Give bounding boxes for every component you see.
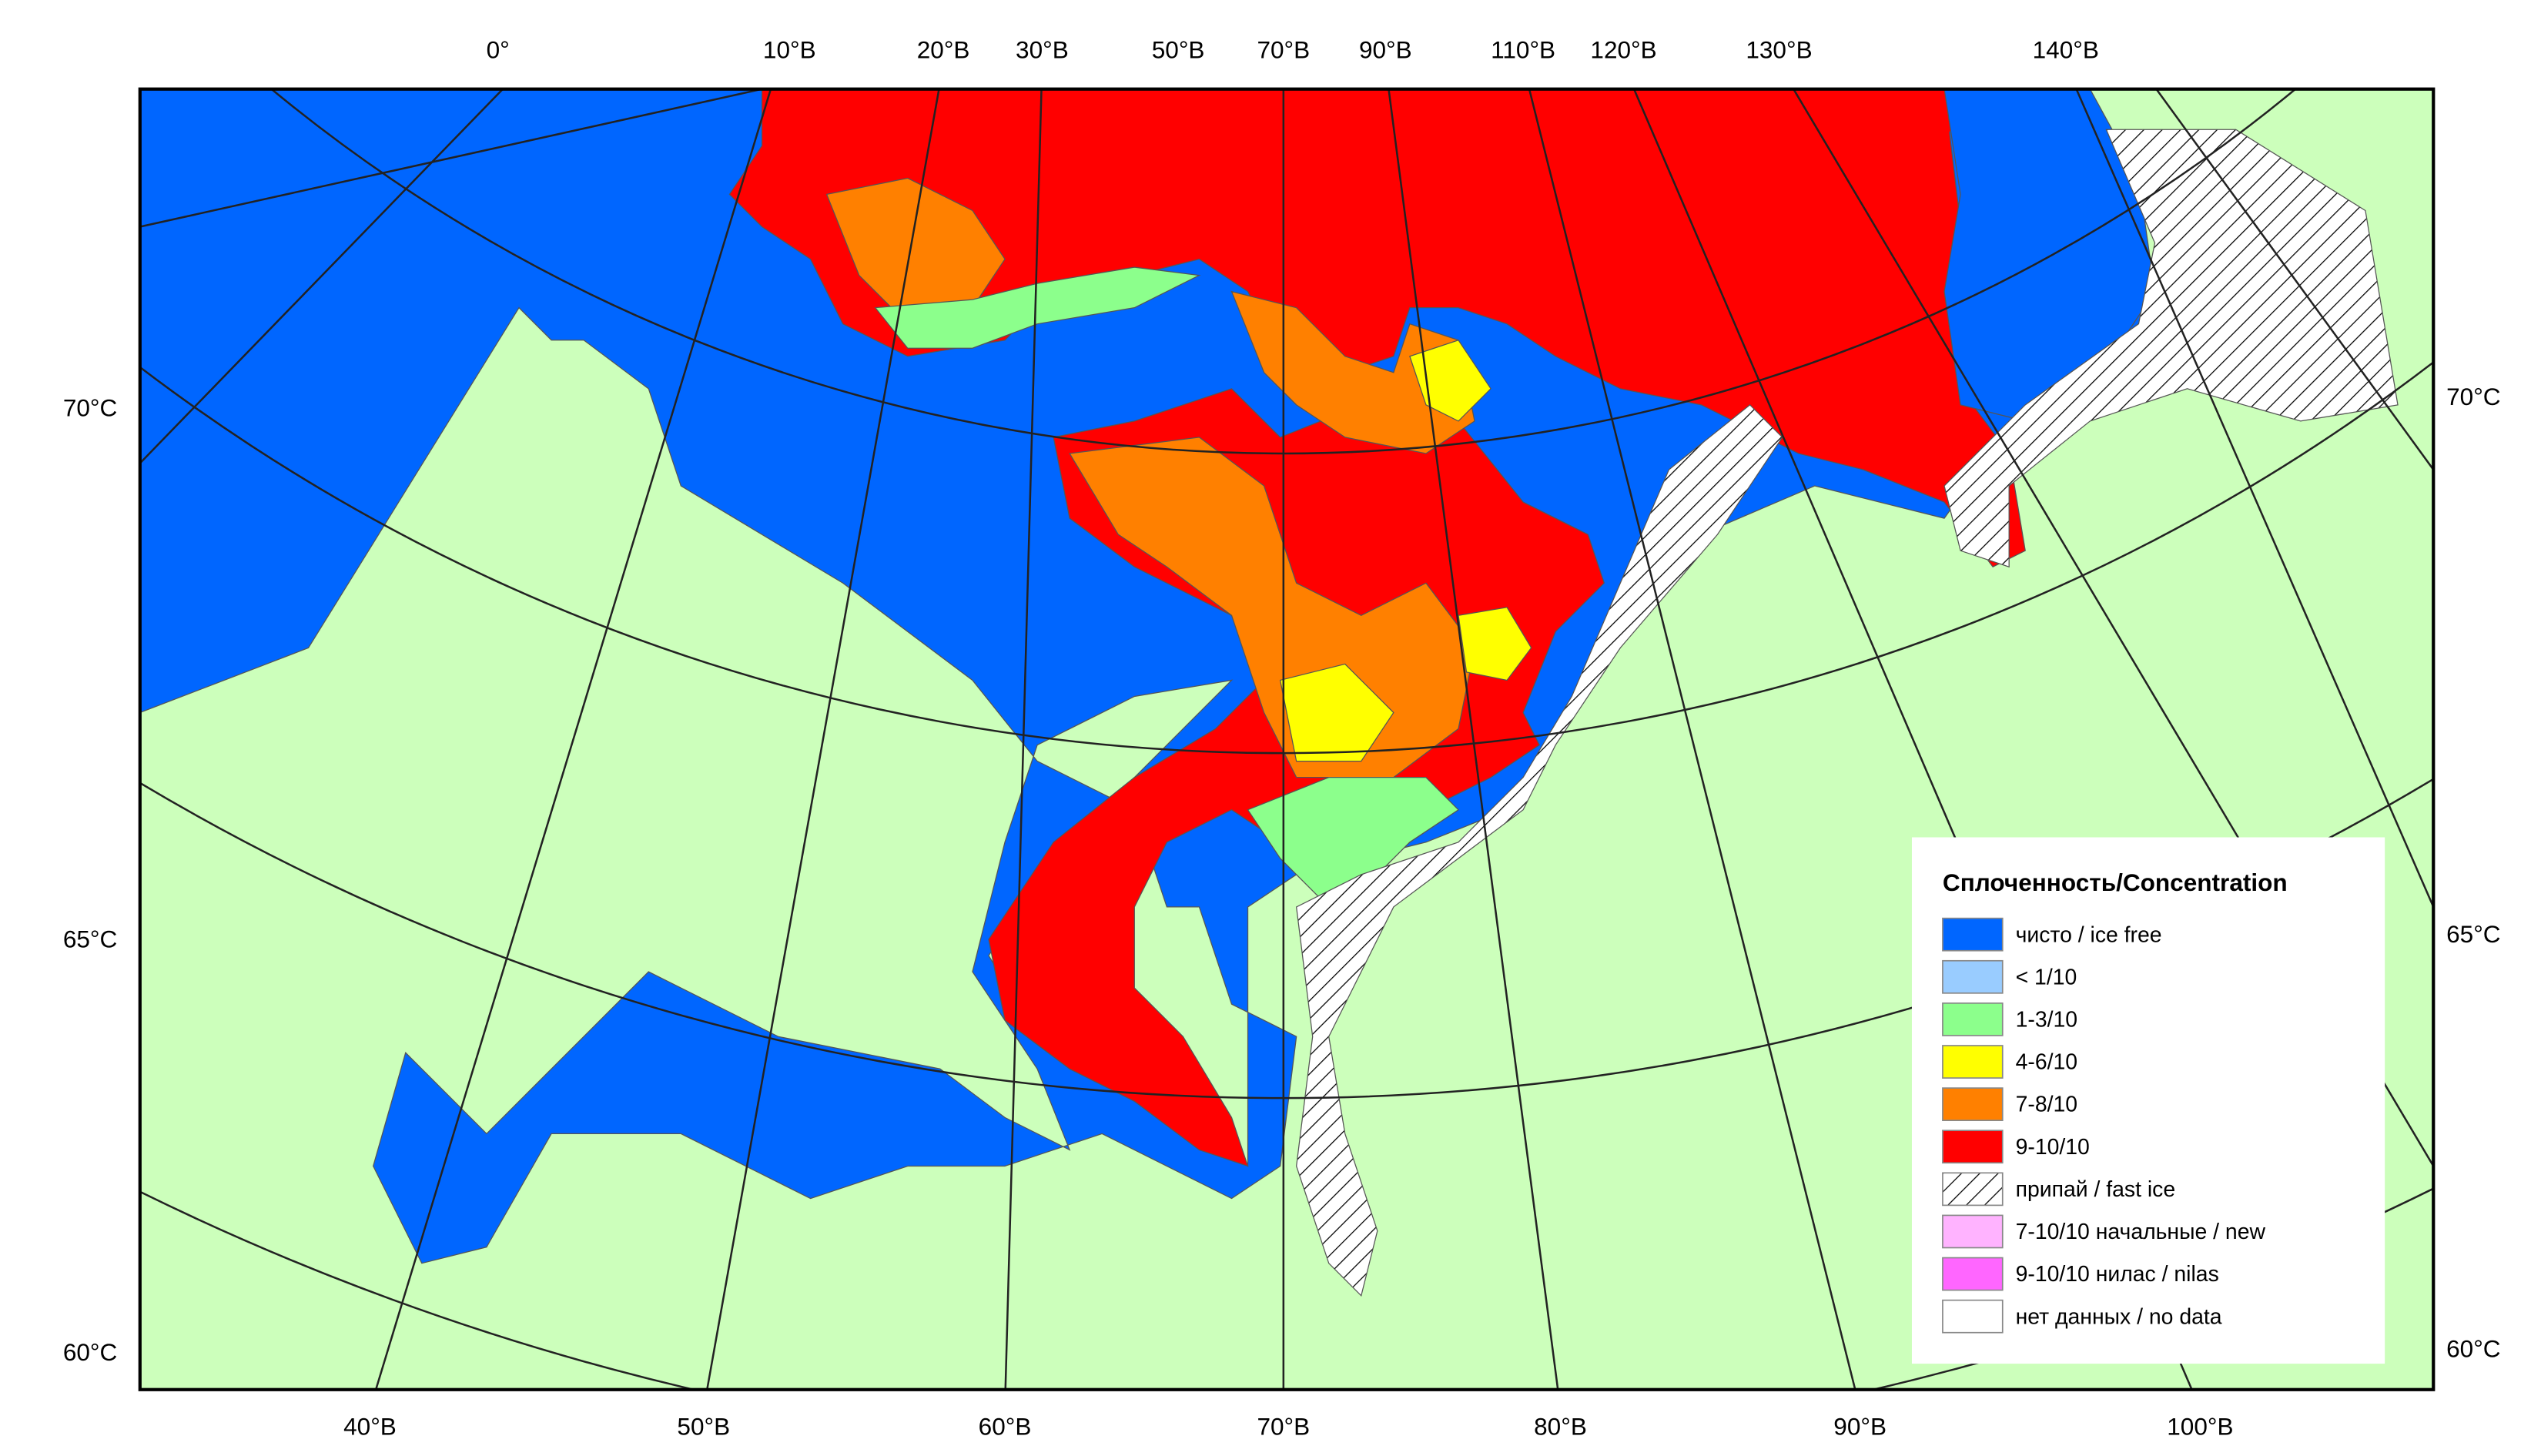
legend-label: < 1/10 bbox=[2016, 965, 2077, 989]
legend-swatch bbox=[1942, 1172, 2004, 1207]
ice-7-8 bbox=[825, 177, 1006, 325]
top-longitude-label: 50°В bbox=[1152, 36, 1205, 64]
legend-swatch bbox=[1942, 1130, 2004, 1164]
top-longitude-label: 70°В bbox=[1257, 36, 1310, 64]
legend-label: 9-10/10 bbox=[2016, 1135, 2090, 1160]
legend-label: 7-10/10 начальные / new bbox=[2016, 1220, 2266, 1244]
legend-label: 4-6/10 bbox=[2016, 1050, 2077, 1075]
left-latitude-label: 70°С bbox=[63, 394, 118, 422]
top-longitude-label: 0° bbox=[487, 36, 510, 64]
right-latitude-label: 70°С bbox=[2446, 383, 2500, 410]
left-latitude-label: 65°С bbox=[63, 925, 118, 952]
bottom-longitude-label: 70°В bbox=[1257, 1413, 1310, 1441]
ice-4-6 bbox=[1458, 607, 1532, 681]
right-latitude-label: 60°С bbox=[2446, 1335, 2500, 1363]
bottom-longitude-label: 60°В bbox=[979, 1413, 1032, 1441]
top-longitude-label: 120°В bbox=[1590, 36, 1656, 64]
fast-ice bbox=[1943, 129, 2399, 568]
top-longitude-label: 130°В bbox=[1746, 36, 1812, 64]
legend-swatch bbox=[1942, 917, 2004, 952]
legend: Сплоченность/Concentration чисто / ice f… bbox=[1911, 837, 2385, 1364]
legend-swatch bbox=[1942, 1214, 2004, 1249]
parallel bbox=[139, 777, 2434, 1099]
bottom-longitude-label: 40°В bbox=[343, 1413, 397, 1441]
ice-1-3 bbox=[1247, 777, 1459, 908]
parallel bbox=[139, 360, 2434, 754]
ice-9-10 bbox=[728, 89, 2026, 568]
fast-ice bbox=[1295, 404, 1783, 1297]
legend-swatch bbox=[1942, 1045, 2004, 1079]
legend-swatch bbox=[1942, 1257, 2004, 1291]
legend-label: 1-3/10 bbox=[2016, 1008, 2077, 1033]
bottom-longitude-label: 80°В bbox=[1534, 1413, 1587, 1441]
parallel bbox=[270, 89, 2297, 454]
top-longitude-label: 110°В bbox=[1491, 36, 1555, 64]
bottom-longitude-label: 90°В bbox=[1833, 1413, 1886, 1441]
ice-9-10 bbox=[1425, 89, 1961, 195]
legend-swatch bbox=[1942, 1002, 2004, 1036]
top-longitude-label: 30°В bbox=[1016, 36, 1069, 64]
legend-label: 7-8/10 bbox=[2016, 1093, 2077, 1117]
legend-swatch bbox=[1942, 1087, 2004, 1122]
top-longitude-label: 90°В bbox=[1359, 36, 1412, 64]
legend-swatch bbox=[1942, 1299, 2004, 1334]
bottom-longitude-label: 100°В bbox=[2167, 1413, 2233, 1441]
legend-label: припай / fast ice bbox=[2016, 1177, 2176, 1202]
legend-label: нет данных / no data bbox=[2016, 1304, 2222, 1329]
top-longitude-label: 10°В bbox=[763, 36, 816, 64]
map-frame bbox=[138, 87, 2436, 1391]
ice-1-3 bbox=[874, 266, 1201, 349]
left-latitude-label: 60°С bbox=[63, 1338, 118, 1366]
legend-title: Сплоченность/Concentration bbox=[1943, 869, 2288, 896]
top-longitude-label: 140°В bbox=[2033, 36, 2099, 64]
meridians bbox=[139, 89, 2434, 1390]
legend-swatch bbox=[1942, 959, 2004, 994]
right-latitude-label: 65°С bbox=[2446, 920, 2500, 948]
legend-label: 9-10/10 нилас / nilas bbox=[2016, 1262, 2219, 1287]
bottom-longitude-label: 50°В bbox=[677, 1413, 730, 1441]
coordinate-labels: 0° 10°В 20°В 30°В 50°В 70°В 90°В 110°В 120°В 130°… bbox=[63, 36, 2501, 1441]
top-longitude-label: 20°В bbox=[917, 36, 970, 64]
legend-label: чисто / ice free bbox=[2016, 922, 2162, 947]
ice-4-6 bbox=[1279, 663, 1394, 762]
